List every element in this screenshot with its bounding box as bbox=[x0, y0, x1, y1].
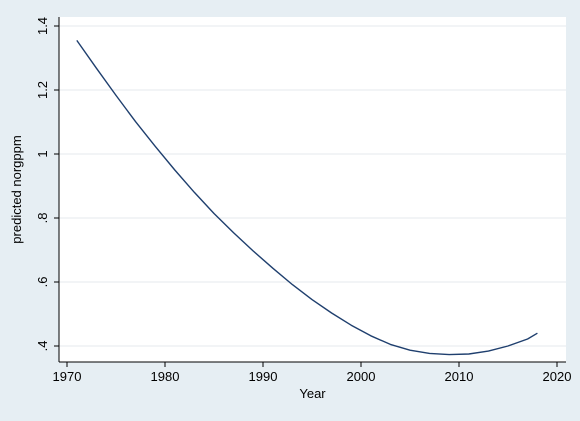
x-tick-label: 1980 bbox=[151, 369, 180, 384]
y-tick-label: .6 bbox=[35, 277, 50, 288]
axes bbox=[58, 17, 566, 363]
y-tick-label: 1 bbox=[35, 150, 50, 157]
series-line bbox=[76, 39, 538, 356]
x-tick-label: 2000 bbox=[347, 369, 376, 384]
series-group bbox=[76, 39, 538, 356]
tick-labels: 1970 1980 1990 2000 2010 2020 .4 .6 .8 1 1.2 1.4 bbox=[35, 17, 571, 384]
x-tick-label: 2020 bbox=[543, 369, 572, 384]
y-tick-label: .4 bbox=[35, 341, 50, 352]
plot-area bbox=[59, 17, 566, 362]
y-tick-label: 1.4 bbox=[35, 17, 50, 35]
x-tick-label: 1970 bbox=[53, 369, 82, 384]
y-axis-title: predicted norgppm bbox=[9, 135, 24, 243]
gridlines bbox=[59, 25, 566, 347]
y-tick-label: .8 bbox=[35, 213, 50, 224]
tick-marks bbox=[54, 25, 558, 367]
x-axis-title: Year bbox=[299, 386, 326, 401]
x-tick-label: 1990 bbox=[249, 369, 278, 384]
y-tick-label: 1.2 bbox=[35, 81, 50, 99]
x-tick-label: 2010 bbox=[445, 369, 474, 384]
